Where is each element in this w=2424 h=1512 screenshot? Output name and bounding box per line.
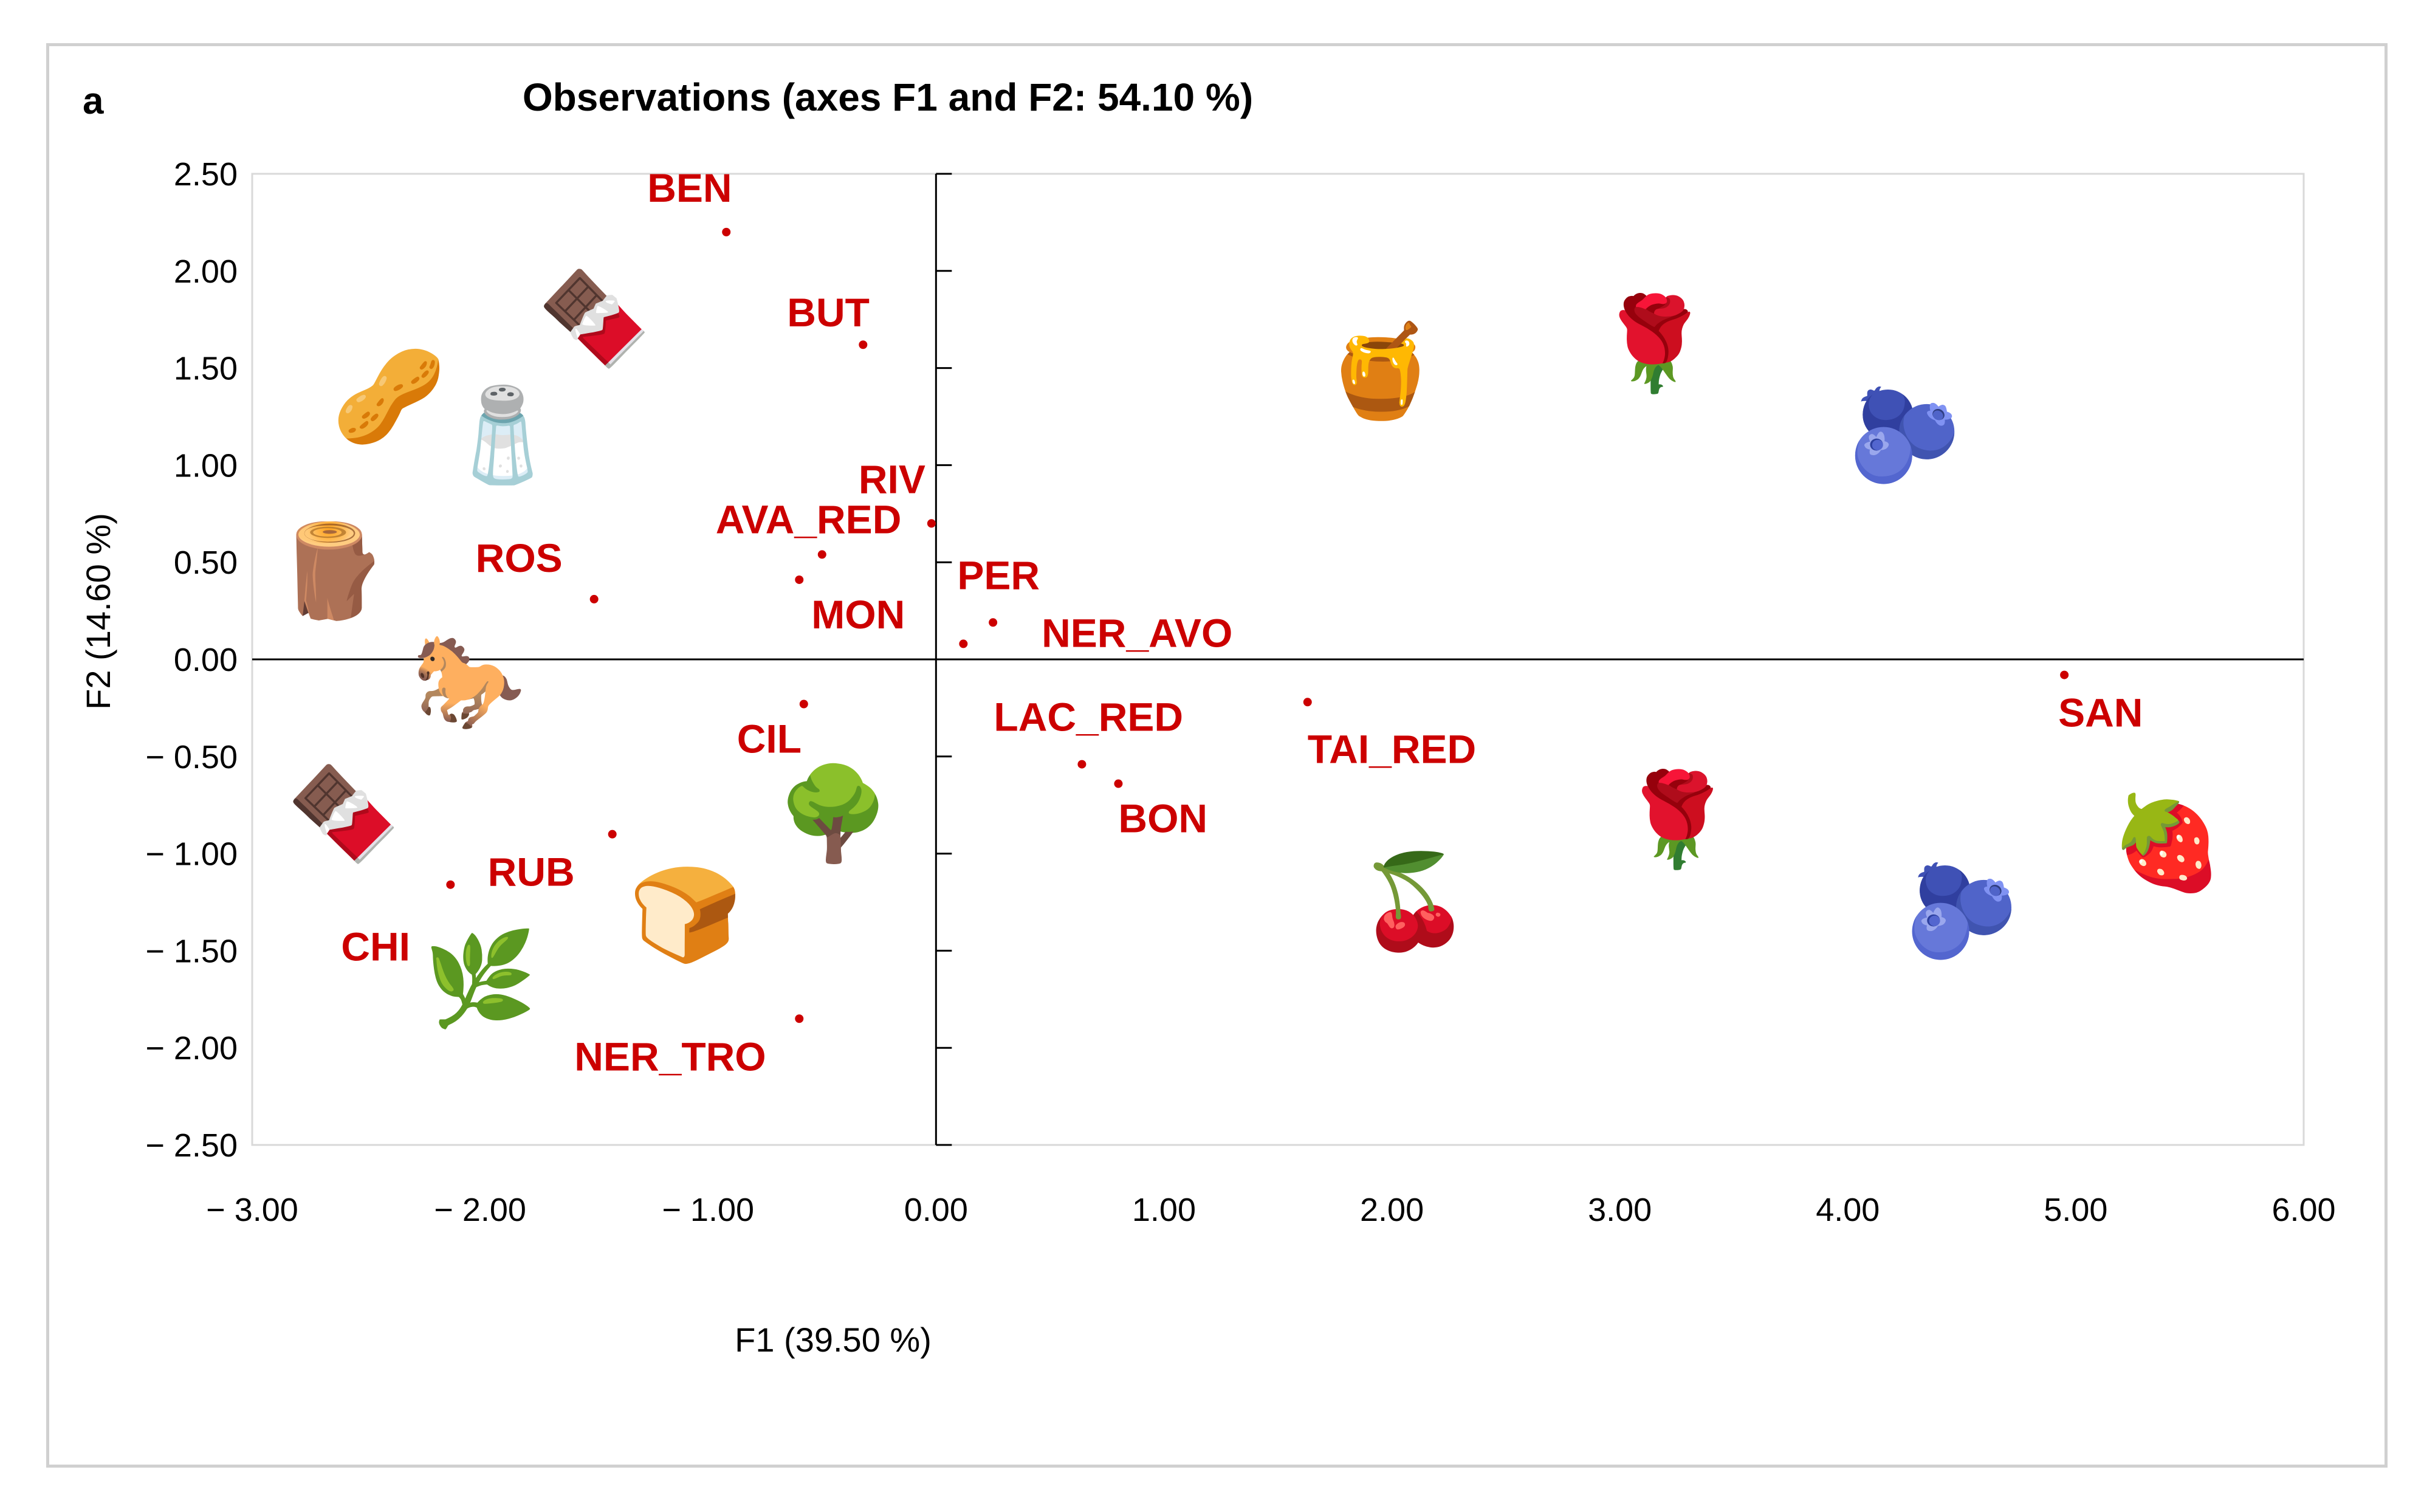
x-axis-label: F1 (39.50 %)	[735, 1321, 932, 1359]
data-point	[722, 227, 731, 236]
data-point	[927, 519, 936, 528]
x-tick-labels: − 3.00 − 2.00 − 1.00 0.00 1.00 2.00 3.00 4.00 5.…	[206, 1192, 2335, 1228]
point-label: MON	[811, 592, 905, 637]
x-tick-label: 5.00	[2044, 1192, 2107, 1228]
data-point	[589, 594, 599, 603]
x-tick-label: 2.00	[1360, 1192, 1424, 1228]
data-point	[799, 699, 808, 709]
data-point	[1114, 779, 1123, 788]
data-point	[859, 340, 868, 349]
point-label: RUB	[488, 850, 575, 895]
almond-icon: 🥜	[332, 339, 446, 450]
cherry-icon: 🍒	[1358, 849, 1472, 956]
panel-label: a	[83, 80, 104, 122]
data-point	[989, 618, 998, 627]
y-tick-label: 1.50	[174, 351, 238, 387]
data-point	[1303, 698, 1312, 707]
y-tick-label: 2.00	[174, 253, 238, 290]
data-point	[795, 575, 804, 584]
blueberry-icon-2: 🫐	[1905, 858, 2019, 964]
x-tick-label: 4.00	[1816, 1192, 1880, 1228]
figure-frame: a Observations (axes F1 and F2: 54.10 %)…	[46, 43, 2388, 1468]
y-tick-label: 0.00	[174, 642, 238, 678]
y-axis-label: F2 (14.60 %)	[79, 513, 117, 710]
chocolate-icon: 🍫	[537, 266, 651, 372]
data-point	[446, 880, 455, 889]
data-point	[795, 1014, 804, 1023]
data-point	[608, 830, 617, 839]
y-tick-label: − 2.00	[145, 1030, 238, 1067]
point-label: AVA_RED	[716, 497, 902, 541]
point-label: BON	[1118, 796, 1207, 841]
point-label: TAI_RED	[1308, 726, 1476, 771]
bread-icon: 🍞	[628, 862, 742, 968]
point-label: CHI	[341, 924, 410, 969]
rose-icon-2: 🌹	[1620, 765, 1734, 873]
x-tick-label: − 1.00	[662, 1192, 754, 1228]
point-label: BEN	[647, 165, 732, 210]
x-tick-label: 1.00	[1132, 1192, 1196, 1228]
chart-title: Observations (axes F1 and F2: 54.10 %)	[523, 75, 1253, 119]
horse-icon: 🐎	[412, 629, 526, 735]
data-point	[817, 550, 826, 559]
y-tick-label: − 2.50	[145, 1127, 238, 1164]
y-tick-label: 0.50	[174, 545, 238, 581]
point-label: SAN	[2058, 690, 2143, 735]
blueberry-icon: 🫐	[1848, 382, 1962, 488]
point-label: CIL	[737, 716, 802, 761]
x-tick-label: 6.00	[2271, 1192, 2335, 1228]
chocolate-icon-2: 🍫	[287, 761, 400, 867]
x-tick-label: − 2.00	[434, 1192, 526, 1228]
scatter-chart: a Observations (axes F1 and F2: 54.10 %)…	[79, 75, 2336, 1359]
pepper-shaker-icon: 🧂	[446, 380, 560, 488]
axes	[252, 173, 2304, 1146]
x-tick-label: 3.00	[1588, 1192, 1652, 1228]
y-tick-label: 2.50	[174, 156, 238, 193]
clove-icon: 🪵	[275, 518, 389, 624]
point-label: RIV	[859, 456, 925, 501]
x-tick-label: 0.00	[904, 1192, 968, 1228]
y-tick-label: − 1.50	[145, 933, 238, 969]
tree-icon: 🌳	[777, 760, 890, 867]
y-tick-labels: 2.50 2.00 1.50 1.00 0.50 0.00 − 0.50 − 1.00 − 1.…	[145, 156, 238, 1164]
point-label: NER_TRO	[574, 1034, 766, 1079]
point-label: PER	[957, 552, 1040, 597]
point-label: NER_AVO	[1042, 610, 1232, 655]
point-label: ROS	[476, 535, 563, 580]
y-tick-label: 1.00	[174, 447, 238, 484]
rose-icon: 🌹	[1598, 289, 1711, 397]
y-tick-label: − 0.50	[145, 739, 238, 775]
jam-jar-icon: 🍓	[2110, 791, 2224, 896]
data-point	[2060, 670, 2069, 679]
data-point	[959, 639, 968, 648]
herb-icon: 🌿	[424, 926, 537, 1032]
point-label: LAC_RED	[994, 695, 1183, 740]
icon-layer: 🍫🥜 🧂🪵🐎🍫 🌳🍞🌿🍯 🌹🫐🍒🌹🫐🍓	[275, 266, 2223, 1033]
x-tick-label: − 3.00	[206, 1192, 298, 1228]
point-label: BUT	[787, 290, 870, 335]
honey-icon: 🍯	[1324, 318, 1437, 424]
data-point	[1077, 760, 1087, 769]
y-tick-label: − 1.00	[145, 836, 238, 873]
